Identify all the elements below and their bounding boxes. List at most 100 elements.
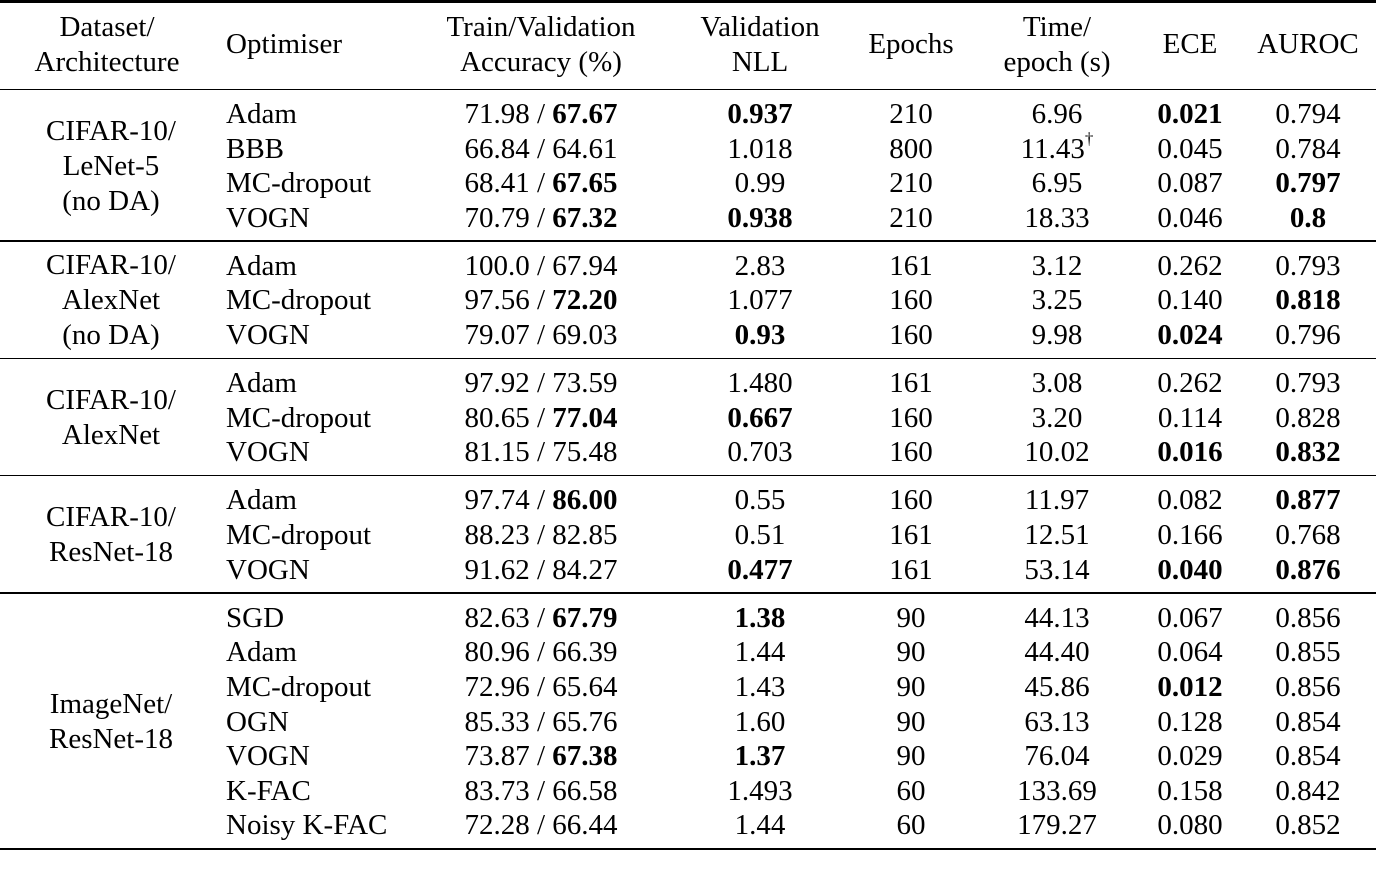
train-accuracy: 97.74 [464,484,530,517]
optimiser-cell: MC-dropout [226,284,371,317]
header-time: Time/ epoch (s) [990,10,1124,80]
validation-accuracy: 64.61 [552,132,618,165]
time-cell: 63.13 [990,705,1124,740]
time-value: 3.20 [1031,401,1083,434]
bottom-rule [0,847,1376,851]
auroc-cell: 0.796 [1250,318,1366,353]
train-accuracy: 79.07 [464,319,530,352]
time-cell: 44.13 [990,601,1124,636]
validation-accuracy: 86.00 [552,484,618,517]
header-time-line2: epoch (s) [1003,45,1111,78]
validation-accuracy: 67.32 [552,201,618,234]
auroc-value: 0.854 [1275,705,1341,738]
ece-value: 0.021 [1157,98,1223,130]
nll-cell: 0.937 [690,97,830,132]
table-group: CIFAR-10/AlexNet Adam 97.92 / 73.59 1.480 16… [0,359,1376,475]
train-accuracy: 68.41 [464,167,530,200]
nll-cell: 1.480 [690,366,830,401]
train-accuracy: 72.28 [464,809,530,842]
ece-value: 0.046 [1157,201,1223,234]
ece-cell: 0.128 [1140,705,1240,740]
accuracy-cell: 82.63 / 67.79 [420,601,662,636]
ece-cell: 0.158 [1140,774,1240,809]
train-accuracy: 83.73 [464,774,530,807]
nll-value: 0.55 [734,484,786,517]
auroc-cell: 0.8 [1250,201,1366,236]
time-cell: 3.25 [990,283,1124,318]
accuracy-cell: 79.07 / 69.03 [420,318,662,353]
accuracy-cell: 91.62 / 84.27 [420,553,662,588]
nll-cell: 0.667 [690,401,830,436]
header-epochs: Epochs [868,27,954,60]
accuracy-cell: 97.56 / 72.20 [420,283,662,318]
time-value: 44.13 [1024,601,1090,634]
auroc-cell: 0.854 [1250,739,1366,774]
dataset-label: CIFAR-10/AlexNet [0,383,222,453]
epochs-cell: 160 [889,484,933,517]
dataset-label: CIFAR-10/ResNet-18 [0,500,222,570]
optimiser-cell: VOGN [226,436,310,469]
auroc-cell: 0.842 [1250,774,1366,809]
optimiser-cell: Adam [226,98,297,130]
auroc-value: 0.877 [1275,484,1341,517]
epochs-cell: 90 [896,740,926,773]
dataset-label-line: CIFAR-10/ [46,501,176,534]
train-accuracy: 70.79 [464,201,530,234]
optimiser-cell: BBB [226,132,285,165]
time-value: 6.95 [1031,167,1083,200]
time-cell: 11.97 [990,483,1124,518]
dataset-label-line: CIFAR-10/ [46,114,176,147]
dataset-label-line: CIFAR-10/ [46,249,176,282]
accuracy-separator: / [529,740,553,773]
time-value: 63.13 [1024,705,1090,738]
accuracy-cell: 100.0 / 67.94 [420,249,662,284]
accuracy-separator: / [529,249,553,282]
train-accuracy: 80.96 [464,636,530,669]
epochs-cell: 90 [896,670,926,703]
nll-cell: 0.55 [690,483,830,518]
optimiser-cell: SGD [226,601,285,634]
time-cell: 12.51 [990,518,1124,553]
accuracy-separator: / [529,319,553,352]
time-value: 76.04 [1024,740,1090,773]
nll-value: 1.60 [734,705,786,738]
optimiser-cell: MC-dropout [226,519,371,552]
auroc-value: 0.796 [1275,319,1341,352]
auroc-cell: 0.856 [1250,601,1366,636]
accuracy-separator: / [529,809,553,842]
nll-value: 0.667 [727,401,793,434]
nll-cell: 1.38 [690,601,830,636]
table-group: ImageNet/ResNet-18 SGD 82.63 / 67.79 1.38 90… [0,594,1376,848]
accuracy-cell: 73.87 / 67.38 [420,739,662,774]
accuracy-separator: / [529,519,553,552]
nll-value: 1.37 [734,740,786,773]
dataset-label-line: (no DA) [62,184,160,217]
epochs-cell: 90 [896,636,926,669]
ece-value: 0.166 [1157,519,1223,552]
epochs-cell: 60 [896,774,926,807]
dagger-mark: † [1084,128,1094,148]
epochs-cell: 161 [889,249,933,282]
epochs-cell: 160 [889,401,933,434]
auroc-cell: 0.832 [1250,435,1366,470]
ece-cell: 0.262 [1140,366,1240,401]
accuracy-separator: / [529,401,553,434]
time-value: 133.69 [1017,774,1097,807]
accuracy-cell: 97.74 / 86.00 [420,483,662,518]
accuracy-cell: 68.41 / 67.65 [420,166,662,201]
ece-cell: 0.080 [1140,808,1240,843]
validation-accuracy: 67.38 [552,740,618,773]
train-accuracy: 73.87 [464,740,530,773]
nll-value: 1.44 [734,636,786,669]
optimiser-cell: VOGN [226,553,310,586]
accuracy-separator: / [529,484,553,517]
optimiser-cell: MC-dropout [226,401,371,434]
auroc-cell: 0.794 [1250,97,1366,132]
time-cell: 9.98 [990,318,1124,353]
validation-accuracy: 67.79 [552,601,618,634]
nll-cell: 0.938 [690,201,830,236]
auroc-value: 0.797 [1275,167,1341,200]
header-auroc: AUROC [1257,27,1359,60]
ece-value: 0.080 [1157,809,1223,842]
time-cell: 76.04 [990,739,1124,774]
